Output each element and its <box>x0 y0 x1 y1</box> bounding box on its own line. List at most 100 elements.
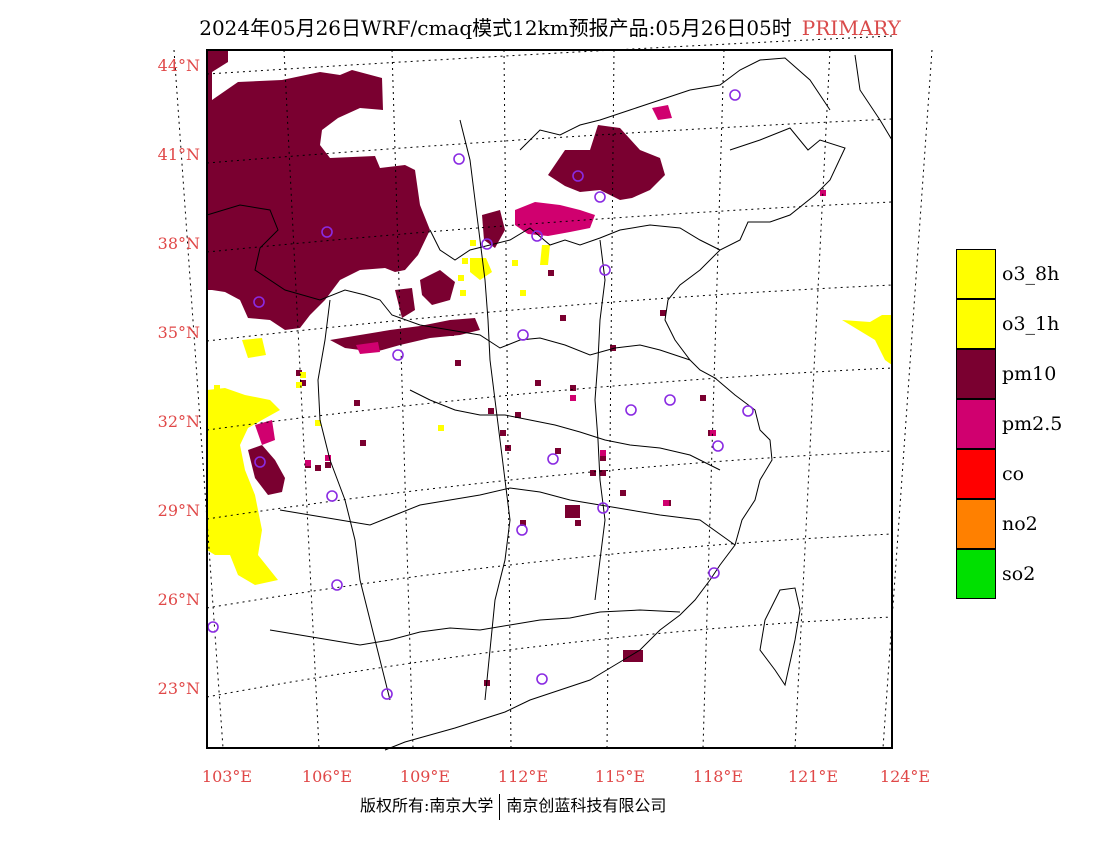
station-marker <box>547 453 559 465</box>
lon-label: 109°E <box>400 767 450 786</box>
pm10-cluster-gansu <box>395 288 415 318</box>
grid-cell <box>458 275 464 281</box>
lon-label: 121°E <box>788 767 838 786</box>
grid-cell <box>315 465 321 471</box>
korea-coast <box>854 54 893 141</box>
lon-label: 124°E <box>880 767 930 786</box>
lat-label: 38°N <box>158 234 200 253</box>
station-marker <box>453 153 465 165</box>
pm25-strip-central <box>356 342 380 354</box>
legend-label: so2 <box>1002 563 1036 585</box>
grid-cell <box>700 395 706 401</box>
station-marker <box>517 329 529 341</box>
pm25-patch-east <box>652 105 672 120</box>
station-marker <box>331 579 343 591</box>
lon-label: 103°E <box>202 767 252 786</box>
grid-cell <box>600 450 606 456</box>
grid-cell <box>488 408 494 414</box>
station-marker <box>742 405 754 417</box>
latitude-line <box>206 201 893 253</box>
pm25-patch-sichuan <box>255 420 275 445</box>
station-marker <box>594 191 606 203</box>
longitude-line <box>503 49 512 749</box>
pm10-patch-hunan <box>565 505 580 518</box>
provincial-border-4 <box>279 487 736 546</box>
lon-label: 106°E <box>302 767 352 786</box>
legend-label: pm2.5 <box>1002 413 1063 435</box>
grid-cell <box>462 258 468 264</box>
grid-cell <box>354 400 360 406</box>
provincial-border-5 <box>269 609 681 646</box>
copyright-owner: 版权所有:南京大学 <box>360 796 494 815</box>
grid-cell <box>515 412 521 418</box>
provincial-border-10 <box>519 89 691 151</box>
grid-cell <box>710 430 716 436</box>
longitude-line <box>882 49 933 749</box>
pm10-cluster-loess <box>420 270 455 305</box>
grid-cell <box>315 420 321 426</box>
o3-areas <box>207 245 892 585</box>
grid-cell <box>620 490 626 496</box>
station-marker <box>729 89 741 101</box>
legend-label: pm10 <box>1002 363 1057 385</box>
grid-cell <box>305 460 311 466</box>
lat-label: 41°N <box>158 145 200 164</box>
legend-swatch <box>956 299 996 349</box>
grid-cell <box>505 445 511 451</box>
provincial-border-2 <box>429 224 721 261</box>
lat-label: 35°N <box>158 323 200 342</box>
grid-cell <box>535 380 541 386</box>
station-marker <box>531 230 543 242</box>
lat-label: 26°N <box>158 590 200 609</box>
pm25-plume-hebei <box>515 202 595 236</box>
station-marker <box>321 226 333 238</box>
coastline <box>384 127 846 751</box>
grid-cell <box>560 315 566 321</box>
grid-cell <box>300 372 306 378</box>
legend-swatch <box>956 499 996 549</box>
lon-label: 115°E <box>595 767 645 786</box>
lat-label: 29°N <box>158 501 200 520</box>
latitude-line <box>206 35 893 75</box>
grid-cell <box>460 290 466 296</box>
grid-cell <box>590 470 596 476</box>
legend-swatch <box>956 349 996 399</box>
grid-cell <box>470 240 476 246</box>
latitude-line <box>206 533 893 609</box>
taiwan-outline <box>759 587 801 687</box>
o3-plume-sichuan <box>207 388 280 585</box>
grid-cell <box>520 520 526 526</box>
map-frame <box>206 49 893 749</box>
monitoring-stations <box>207 89 754 700</box>
station-marker <box>712 440 724 452</box>
longitude-line <box>606 49 615 749</box>
legend-label: o3_1h <box>1002 313 1060 335</box>
pm10-patch-sichuan <box>248 445 285 495</box>
station-marker <box>207 621 219 633</box>
longitude-labels: 103°E 106°E 109°E 112°E 115°E 118°E 121°… <box>202 767 930 786</box>
legend-label: co <box>1002 463 1025 485</box>
longitude-line <box>283 49 320 749</box>
graticule <box>173 35 933 749</box>
provincial-border-8 <box>594 239 606 601</box>
station-marker <box>597 502 609 514</box>
pm25-areas <box>255 105 672 445</box>
legend-label: o3_8h <box>1002 263 1060 285</box>
provincial-border-9 <box>689 57 831 111</box>
longitude-line <box>702 49 725 749</box>
o3-patch-shanxi <box>470 258 492 280</box>
o3-patch-gansu <box>242 338 266 358</box>
map-title: 2024年05月26日WRF/cmaq模式12km预报产品:05月26日05时 P… <box>0 12 1100 41</box>
grid-cell <box>296 382 302 388</box>
grid-cell <box>500 430 506 436</box>
station-marker <box>253 296 265 308</box>
grid-cell <box>570 385 576 391</box>
pm10-areas <box>207 50 826 686</box>
grid-cell <box>548 270 554 276</box>
grid-cell <box>600 470 606 476</box>
province-boundaries <box>206 54 893 751</box>
title-text: 2024年05月26日WRF/cmaq模式12km预报产品:05月26日05时 <box>199 16 792 40</box>
grid-cell <box>512 260 518 266</box>
o3-patch-hebei <box>540 245 550 265</box>
provincial-border-6 <box>317 299 391 701</box>
